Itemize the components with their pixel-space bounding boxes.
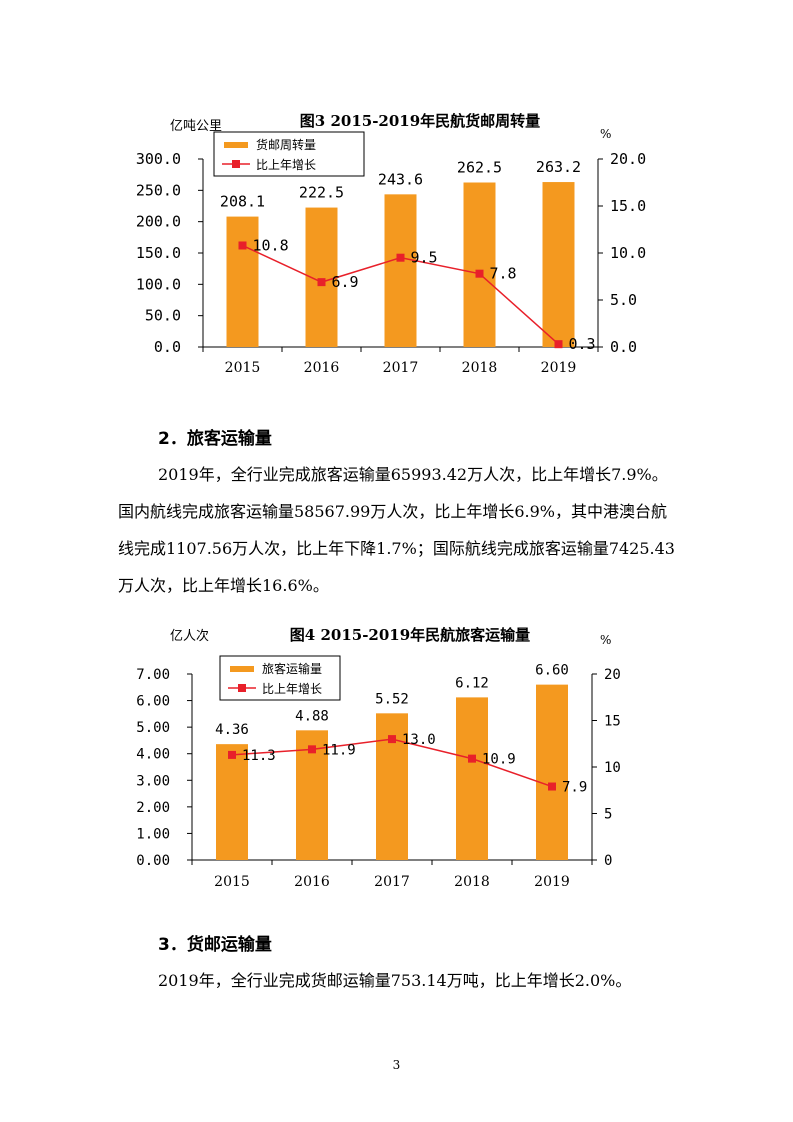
- bar-data-label: 5.52: [375, 691, 409, 707]
- bar-data-label: 6.60: [535, 663, 569, 679]
- y-axis-label: 亿人次: [170, 628, 209, 644]
- line-data-label: 11.3: [242, 748, 276, 764]
- y2-tick-label: 20.0: [610, 150, 646, 168]
- line-data-label: 13.0: [402, 732, 436, 748]
- bar: [226, 216, 259, 347]
- legend-bar-swatch: [224, 142, 248, 148]
- x-tick-label: 2017: [374, 874, 410, 890]
- section-3-paragraph: 2019年，全行业完成货邮运输量753.14万吨，比上年增长2.0%。: [118, 962, 678, 999]
- bar: [456, 697, 488, 860]
- x-tick-label: 2017: [383, 360, 419, 376]
- y-tick-label: 50.0: [145, 307, 181, 325]
- y2-tick-label: 20: [604, 667, 621, 683]
- section-3-heading: 3．货邮运输量: [158, 935, 272, 955]
- y-tick-label: 300.0: [136, 150, 181, 168]
- line-point: [317, 278, 326, 287]
- y-tick-label: 3.00: [136, 773, 170, 789]
- line-data-label: 7.9: [562, 780, 587, 796]
- passenger-volume-chart-svg: 图4 2015-2019年民航旅客运输量 亿人次 % 0.00 1.00 2.00 3.00…: [136, 626, 621, 890]
- line-data-label: 6.9: [332, 273, 359, 291]
- y-tick-label: 200.0: [136, 213, 181, 231]
- y-tick-label: 6.00: [136, 694, 170, 710]
- bar-data-label: 4.88: [295, 708, 329, 724]
- legend-bar-swatch: [230, 666, 254, 672]
- y2-tick-label: 15.0: [610, 197, 646, 215]
- bar: [463, 182, 496, 347]
- y2-tick-label: 10.0: [610, 244, 646, 262]
- bar: [542, 182, 575, 347]
- x-tick-label: 2016: [304, 360, 340, 376]
- line-point: [228, 750, 236, 759]
- line-point: [548, 782, 556, 791]
- y-tick-label: 5.00: [136, 720, 170, 736]
- line-data-label: 10.9: [482, 752, 516, 768]
- y2-tick-label: 10: [604, 760, 621, 776]
- y-tick-label: 7.00: [136, 667, 170, 683]
- x-tick-label: 2015: [214, 874, 250, 890]
- legend-line-label: 比上年增长: [256, 158, 316, 172]
- y-axis-label: 亿吨公里: [170, 119, 222, 134]
- legend-box: [213, 131, 365, 177]
- y-tick-label: 250.0: [136, 181, 181, 199]
- y-tick-label: 2.00: [136, 800, 170, 816]
- x-tick-label: 2015: [225, 360, 261, 376]
- legend-line-marker: [232, 160, 240, 168]
- line-point: [388, 735, 396, 744]
- section-3-text: 2019年，全行业完成货邮运输量753.14万吨，比上年增长2.0%。: [158, 971, 632, 990]
- bar-data-label: 6.12: [455, 675, 489, 691]
- chart-title: 图3 2015-2019年民航货邮周转量: [300, 112, 540, 130]
- line-point: [308, 745, 316, 754]
- bar-data-label: 4.36: [215, 722, 249, 738]
- line-data-label: 0.3: [569, 335, 596, 353]
- line-point: [475, 269, 484, 278]
- line-data-label: 11.9: [322, 742, 356, 758]
- cargo-turnover-chart-svg: 图3 2015-2019年民航货邮周转量 亿吨公里 % 0.0 50.0 100.0 150…: [136, 112, 646, 376]
- line-point: [396, 253, 405, 262]
- y2-tick-label: 5.0: [610, 291, 637, 309]
- line-point: [238, 241, 247, 250]
- line-data-label: 9.5: [411, 249, 438, 267]
- line-point: [554, 340, 563, 349]
- legend-bar-label: 货邮周转量: [256, 137, 316, 152]
- legend-line-marker: [238, 684, 246, 692]
- legend-bar-label: 旅客运输量: [262, 661, 322, 676]
- x-tick-label: 2018: [462, 360, 498, 376]
- line-point: [468, 754, 476, 763]
- section-2-text: 2019年，全行业完成旅客运输量65993.42万人次，比上年增长7.9%。国内…: [118, 465, 675, 595]
- y-tick-label: 0.0: [154, 338, 181, 356]
- section-2-paragraph: 2019年，全行业完成旅客运输量65993.42万人次，比上年增长7.9%。国内…: [118, 456, 678, 604]
- line-data-label: 7.8: [490, 265, 517, 283]
- x-tick-label: 2019: [541, 360, 577, 376]
- bar: [536, 684, 568, 860]
- y2-axis-label: %: [600, 127, 611, 141]
- page-number: 3: [392, 1058, 401, 1072]
- bar: [384, 194, 417, 347]
- bar-data-label: 222.5: [299, 184, 344, 202]
- bar-data-label: 262.5: [457, 159, 502, 177]
- y2-tick-label: 15: [604, 714, 621, 730]
- x-tick-label: 2016: [294, 874, 330, 890]
- line-data-label: 10.8: [253, 236, 289, 254]
- y-tick-label: 1.00: [136, 826, 170, 842]
- y2-tick-label: 5: [604, 807, 612, 823]
- y-tick-label: 100.0: [136, 275, 181, 293]
- chart-title: 图4 2015-2019年民航旅客运输量: [290, 626, 530, 644]
- section-2-heading: 2．旅客运输量: [158, 429, 272, 449]
- bar-data-label: 263.2: [536, 158, 581, 176]
- cargo-turnover-chart: 图3 2015-2019年民航货邮周转量 亿吨公里% 0.0 50.0 100.0 150…: [0, 100, 793, 390]
- legend-box: [219, 655, 341, 701]
- y2-axis-label: %: [600, 633, 611, 647]
- y-tick-label: 4.00: [136, 747, 170, 763]
- x-tick-label: 2018: [454, 874, 490, 890]
- bar-data-label: 208.1: [220, 193, 265, 211]
- y2-tick-label: 0.0: [610, 338, 637, 356]
- y-tick-label: 150.0: [136, 244, 181, 262]
- bar-data-label: 243.6: [378, 170, 423, 188]
- x-tick-label: 2019: [534, 874, 570, 890]
- y2-tick-label: 0: [604, 853, 612, 869]
- legend-line-label: 比上年增长: [262, 682, 322, 696]
- y-tick-label: 0.00: [136, 853, 170, 869]
- passenger-volume-chart: 图4 2015-2019年民航旅客运输量 亿人次% 0.00 1.00 2.00 3.00…: [0, 616, 793, 906]
- bar: [216, 744, 248, 860]
